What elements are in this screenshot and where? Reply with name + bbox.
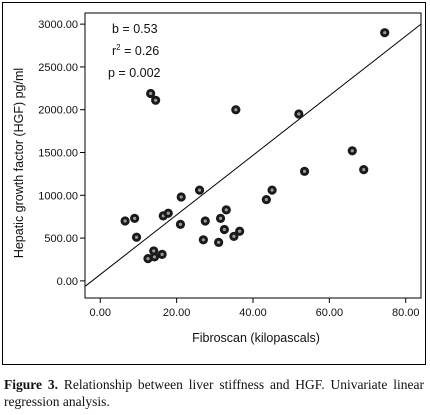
x-tick-label: 60.00 (316, 307, 344, 319)
stat-b: b = 0.53 (112, 22, 158, 36)
x-tick-label: 20.00 (163, 307, 191, 319)
data-point (231, 105, 241, 115)
regression-line (84, 23, 422, 287)
data-point (120, 216, 130, 226)
data-point (149, 252, 160, 262)
data-point (175, 219, 186, 229)
data-point (146, 88, 156, 99)
data-point (200, 216, 210, 226)
data-point (299, 166, 310, 176)
x-tick-label: 80.00 (392, 307, 420, 319)
data-point (214, 237, 224, 247)
data-point (267, 185, 277, 195)
data-point (294, 109, 304, 119)
data-point (359, 165, 369, 175)
data-point (131, 232, 142, 242)
data-point (157, 249, 167, 259)
caption-label: Figure 3. (4, 377, 58, 392)
stat-p: p = 0.002 (108, 66, 161, 80)
x-axis-title: Fibroscan (kilopascals) (192, 331, 320, 345)
data-point (219, 224, 229, 235)
y-tick-label: 0.00 (57, 276, 78, 288)
data-point (380, 28, 390, 38)
figure-frame: 0.00 20.00 40.00 60.00 80.00 0.00 500.00 1000.0… (2, 2, 426, 365)
scatter-chart: 0.00 20.00 40.00 60.00 80.00 0.00 500.00 1000.0… (12, 12, 422, 345)
figure-caption: Figure 3. Relationship between liver sti… (4, 376, 424, 410)
y-tick-label: 1000.00 (38, 190, 78, 202)
data-point (221, 205, 231, 215)
data-point (198, 235, 208, 245)
y-axis-title: Hepatic growth factor (HGF) pg/ml (12, 68, 26, 258)
data-point (130, 213, 140, 224)
data-point (151, 95, 161, 105)
data-point (176, 192, 186, 202)
data-point (194, 185, 205, 195)
y-tick-label: 3000.00 (38, 19, 78, 31)
y-tick-label: 500.00 (44, 233, 78, 245)
data-point (347, 146, 357, 156)
caption-text: Relationship between liver stiffness and… (4, 377, 424, 409)
data-point (235, 226, 245, 236)
y-tick-label: 2500.00 (38, 62, 78, 74)
data-point (261, 194, 271, 205)
stat-r2: r2 = 0.26 (112, 43, 159, 58)
x-tick-label: 0.00 (90, 307, 111, 319)
y-tick-label: 1500.00 (38, 148, 78, 160)
x-tick-label: 40.00 (239, 307, 267, 319)
data-point (215, 213, 226, 224)
y-tick-label: 2000.00 (38, 105, 78, 117)
data-point (163, 208, 173, 218)
